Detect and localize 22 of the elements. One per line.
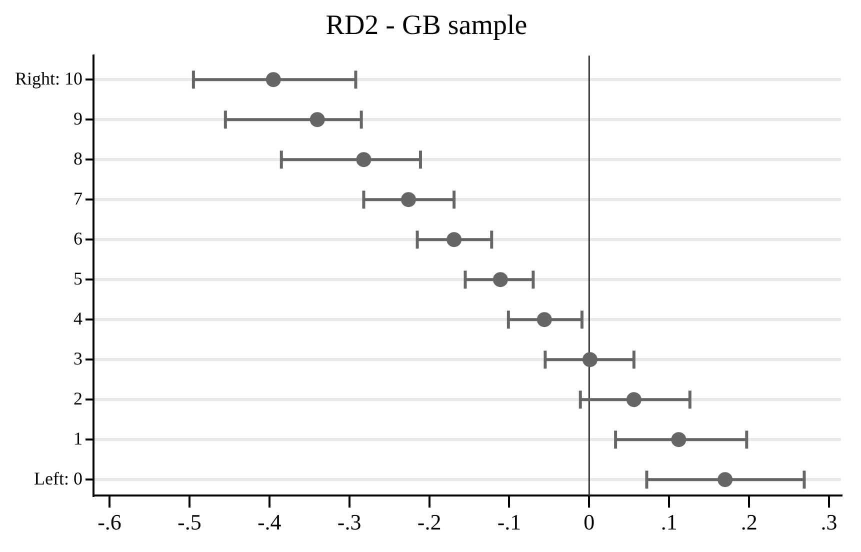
y-tick-label: 8 [74, 148, 83, 168]
x-tick-label: 0 [584, 510, 595, 535]
chart-title: RD2 - GB sample [326, 10, 528, 42]
y-tick-label: 4 [74, 308, 83, 328]
x-tick-label: -.4 [257, 510, 282, 535]
y-tick-label: 1 [74, 428, 83, 448]
x-tick-label: -.3 [337, 510, 362, 535]
y-tick-label: 2 [74, 388, 83, 408]
x-tick-label: -.2 [417, 510, 442, 535]
y-tick-label: Right: 10 [14, 68, 83, 88]
x-tick-label: -.6 [98, 510, 122, 535]
x-tick-label: -.5 [178, 510, 202, 535]
y-tick-label: Left: 0 [34, 468, 83, 488]
y-tick-label: 9 [74, 108, 83, 128]
x-tick-label: .1 [660, 510, 678, 535]
y-tick-label: 3 [74, 348, 83, 368]
y-tick-label: 5 [74, 268, 83, 288]
x-tick-label: .2 [740, 510, 758, 535]
y-tick-label: 6 [74, 228, 83, 248]
x-tick-label: -.1 [497, 510, 522, 535]
x-tick-label: .3 [820, 510, 838, 535]
y-tick-label: 7 [74, 188, 83, 208]
